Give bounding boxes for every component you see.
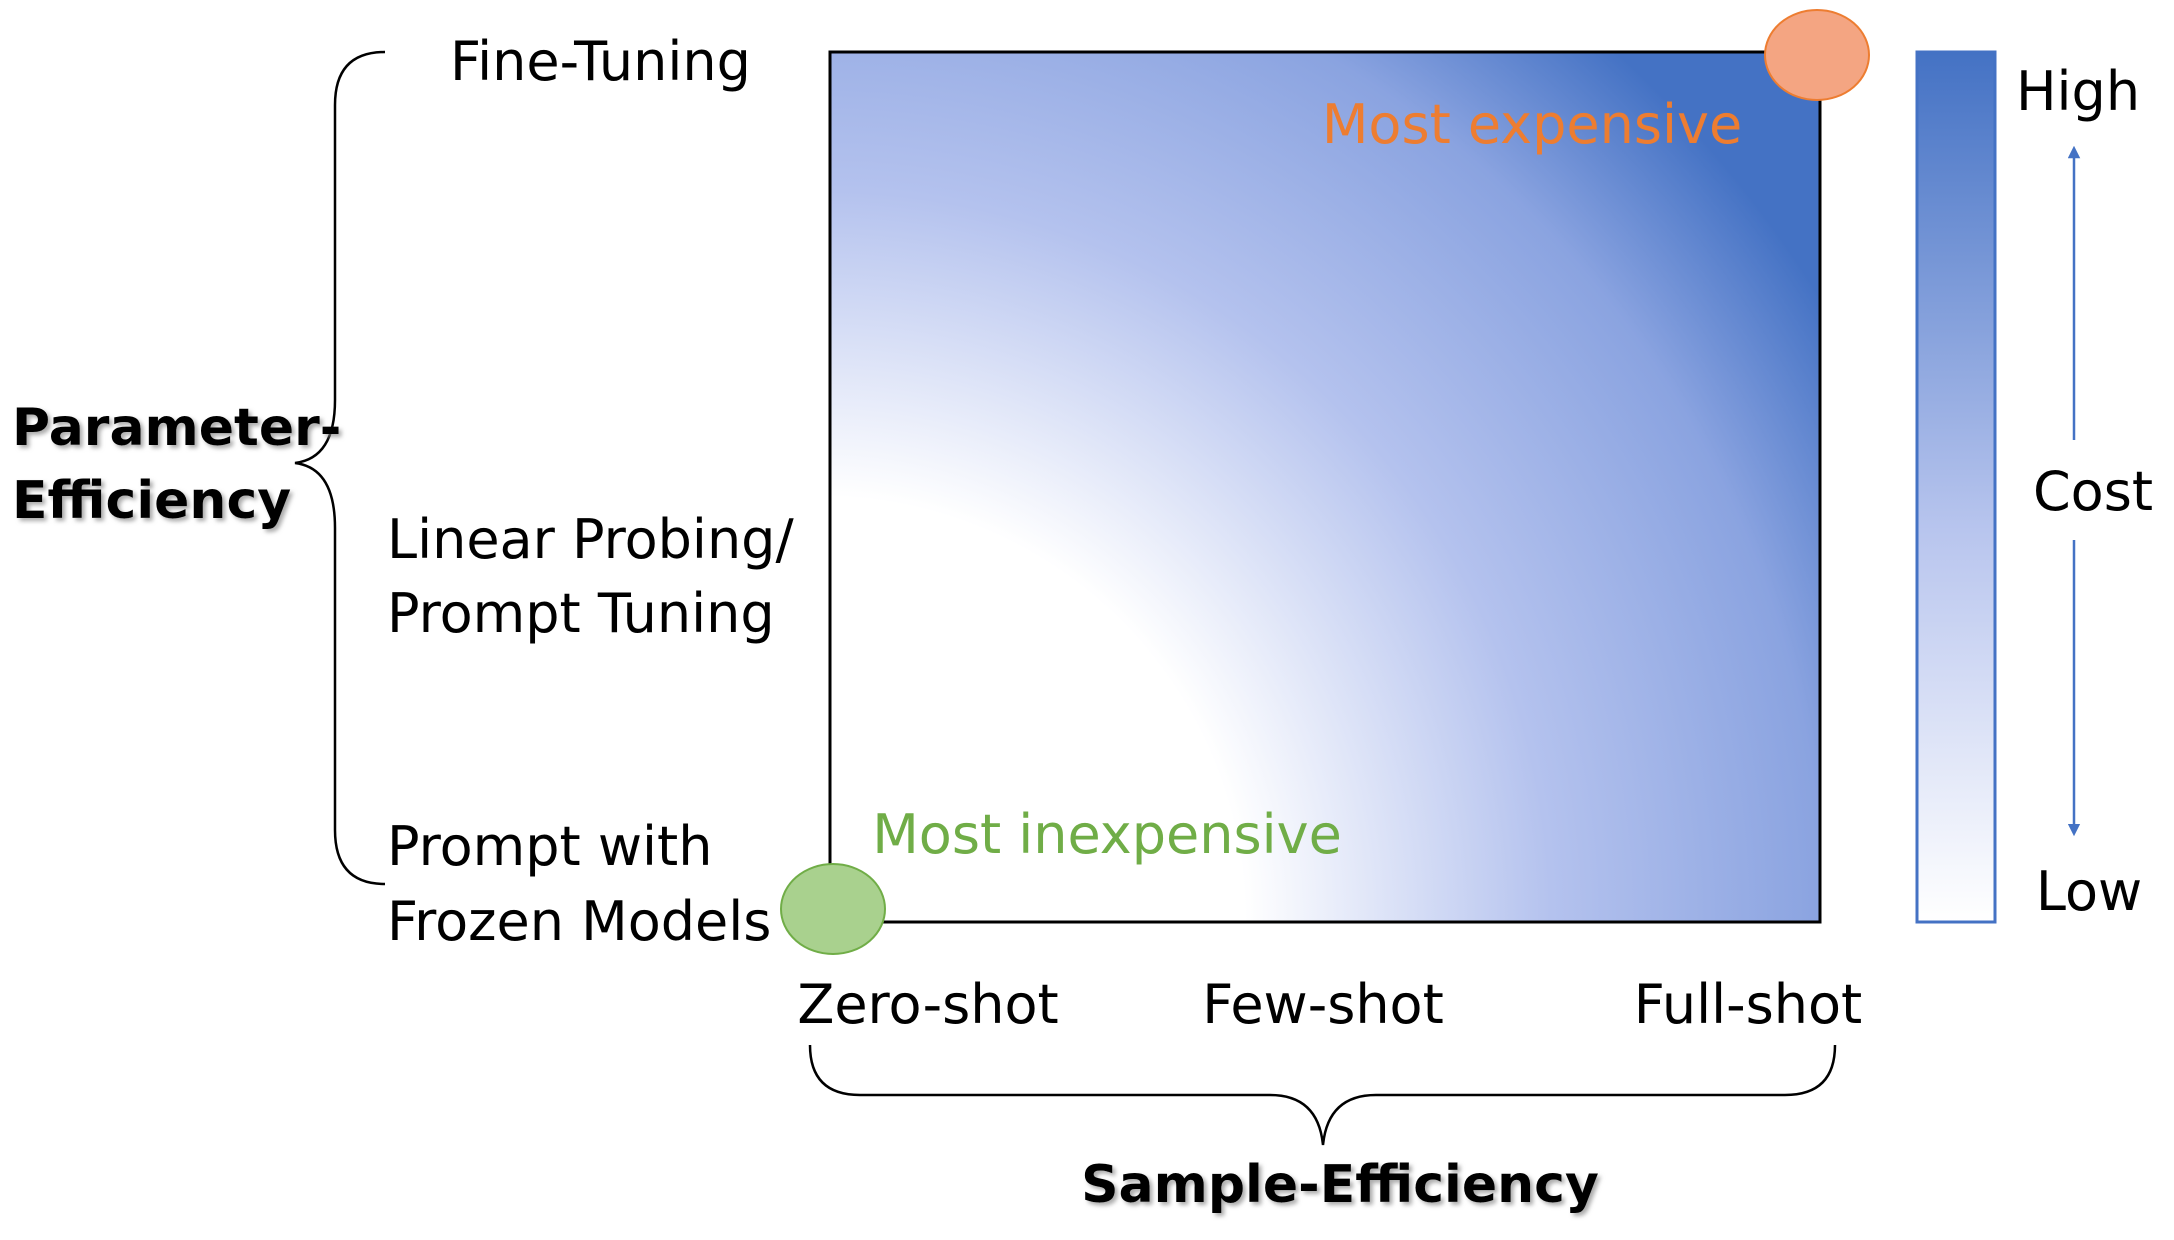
y-axis-title-line1: Parameter-: [12, 398, 341, 458]
most-inexpensive-label: Most inexpensive: [872, 803, 1342, 866]
y-level-prompt-frozen-line2: Frozen Models: [387, 890, 771, 953]
x-axis-title: Sample-Efficiency: [1081, 1155, 1599, 1215]
x-level-zero-shot: Zero-shot: [797, 973, 1058, 1036]
x-level-full-shot: Full-shot: [1634, 973, 1862, 1036]
most-expensive-label: Most expensive: [1322, 93, 1742, 156]
y-level-linear-probing-line1: Linear Probing/: [387, 508, 794, 571]
cost-label: Cost: [2033, 460, 2153, 523]
y-level-fine-tuning: Fine-Tuning: [450, 30, 751, 93]
cost-scale-bar: [1915, 50, 1997, 924]
y-axis-brace: [294, 50, 386, 886]
cost-high-label: High: [2016, 60, 2140, 123]
y-level-linear-probing-line2: Prompt Tuning: [387, 582, 775, 645]
most-expensive-marker: [1764, 9, 1870, 101]
y-level-prompt-frozen-line1: Prompt with: [387, 815, 712, 878]
x-axis-brace: [808, 1044, 1837, 1146]
most-inexpensive-marker: [780, 863, 886, 955]
y-axis-title-line2: Efficiency: [12, 471, 291, 531]
cost-low-label: Low: [2036, 860, 2142, 923]
x-level-few-shot: Few-shot: [1202, 973, 1444, 1036]
cost-gradient-area: [828, 50, 1822, 924]
